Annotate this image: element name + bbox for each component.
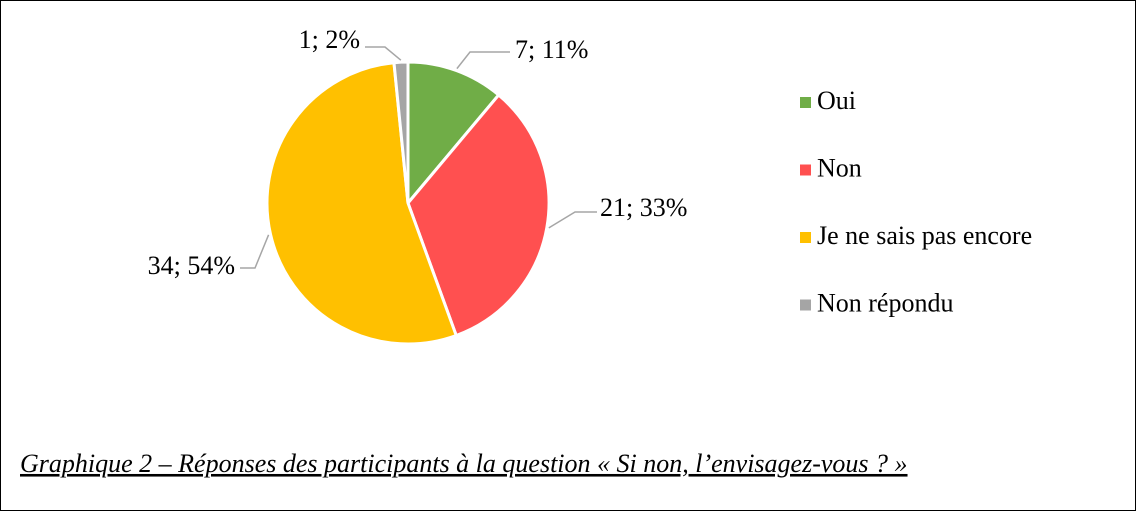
- data-label: 1; 2%: [299, 25, 360, 54]
- pie-slice: [392, 60, 410, 204]
- data-label: 34; 54%: [148, 251, 235, 280]
- legend-swatch: [800, 299, 811, 311]
- leader-line: [240, 234, 270, 269]
- legend-swatch: [800, 97, 811, 108]
- data-label: 7; 11%: [515, 35, 588, 64]
- legend-label: Non: [817, 153, 862, 182]
- leader-line: [548, 211, 597, 229]
- legend-swatch: [800, 232, 811, 243]
- pie-slice: [406, 60, 501, 208]
- pie-slice: [406, 92, 551, 338]
- leader-line: [365, 46, 402, 61]
- leader-line: [456, 51, 510, 70]
- data-label: 21; 33%: [600, 193, 687, 222]
- pie-slice: [265, 61, 459, 346]
- legend-label: Je ne sais pas encore: [817, 221, 1032, 250]
- legend-label: Oui: [817, 86, 856, 115]
- caption: Graphique 2 – Réponses des participants …: [20, 449, 908, 478]
- legend-swatch: [800, 164, 811, 176]
- legend-label: Non répondu: [817, 288, 953, 317]
